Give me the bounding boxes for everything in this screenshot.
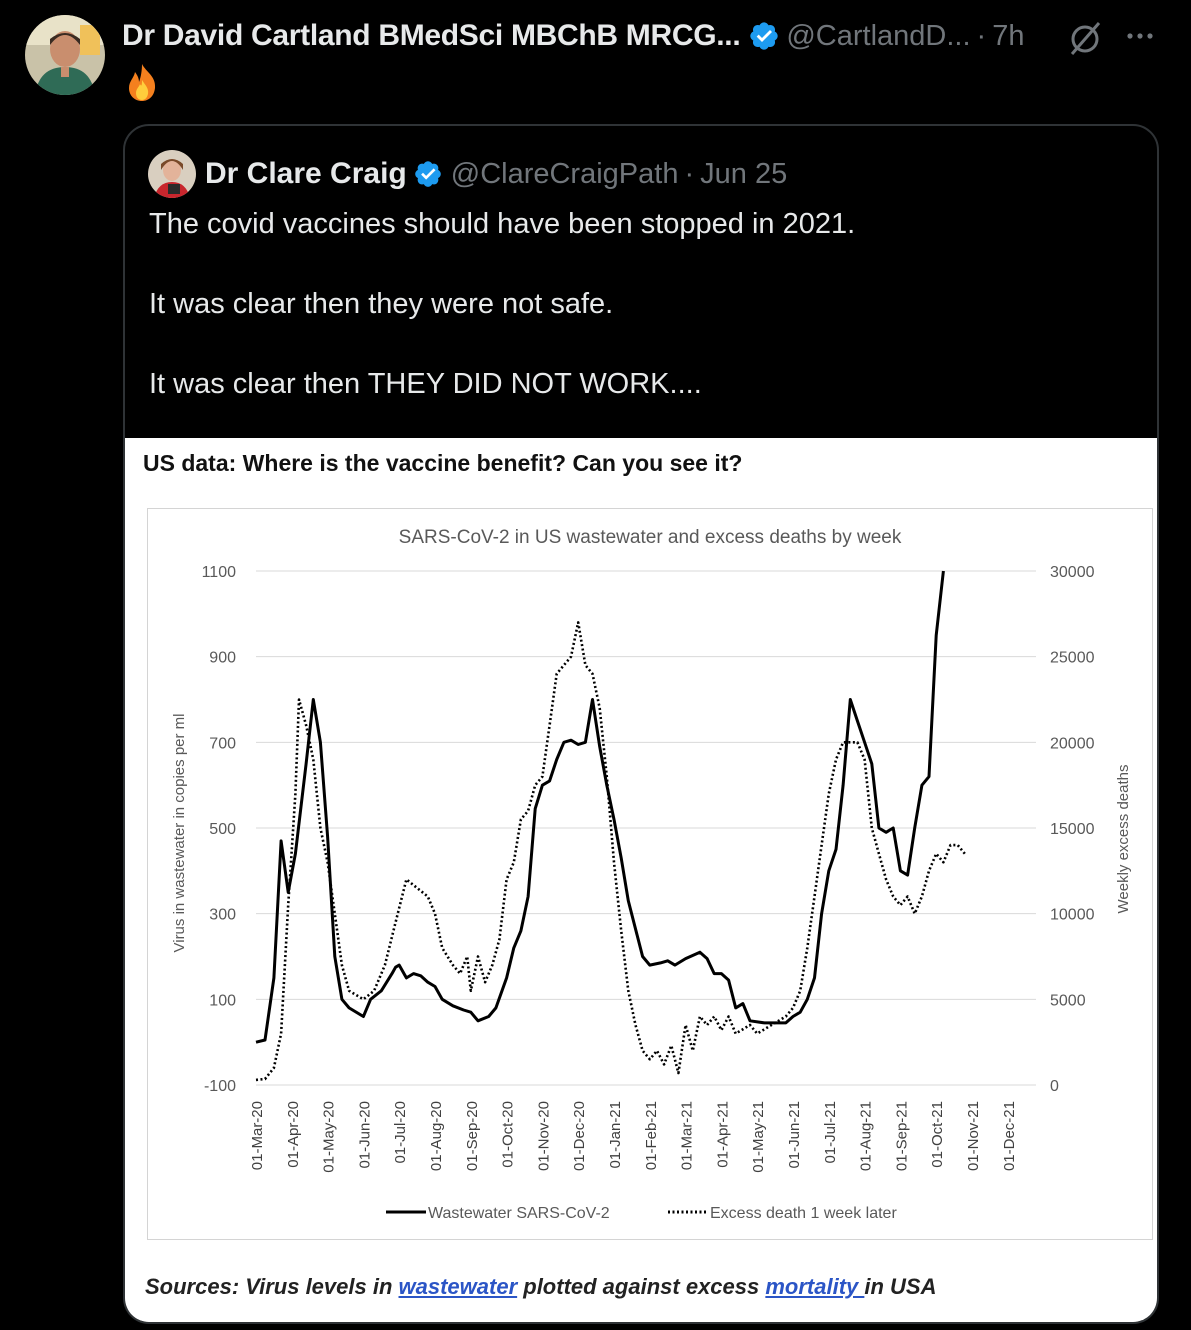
x-tick-label: 01-Aug-21 [858,1101,875,1171]
x-tick-label: 01-Mar-20 [249,1101,266,1170]
y-tick-label: -100 [204,1078,236,1095]
y-tick-label: 100 [209,992,236,1009]
y2-tick-label: 5000 [1050,992,1086,1009]
separator: · [976,19,987,52]
more-options-icon[interactable] [1122,20,1158,50]
quoted-author-avatar[interactable] [148,150,196,198]
avatar-photo [148,150,196,198]
y2-tick-label: 15000 [1050,821,1095,838]
image-sources: Sources: Virus levels in wastewater plot… [145,1274,937,1300]
author-avatar[interactable] [25,15,105,95]
y-tick-label: 900 [209,650,236,667]
sources-prefix: Sources: Virus levels in [145,1274,399,1299]
chart: SARS-CoV-2 in US wastewater and excess d… [147,508,1153,1240]
y-tick-label: 700 [209,735,236,752]
x-tick-label: 01-Apr-21 [714,1101,731,1168]
x-tick-label: 01-Jun-20 [356,1101,373,1169]
x-tick-label: 01-Dec-20 [571,1101,588,1171]
verified-badge-icon [413,159,443,189]
verified-badge-icon [748,20,780,52]
author-handle[interactable]: @CartlandD... [786,19,971,52]
timestamp[interactable]: 7h [992,19,1025,52]
wastewater-line [255,570,945,1044]
chart-legend: Wastewater SARS-CoV-2 Excess death 1 wee… [386,1205,897,1222]
image-heading: US data: Where is the vaccine benefit? C… [143,450,743,476]
quoted-date[interactable]: Jun 25 [700,157,788,190]
x-tick-label: 01-Aug-20 [428,1101,445,1171]
x-tick-label: 01-Oct-20 [500,1101,517,1168]
quoted-author-name[interactable]: Dr Clare Craig [205,157,407,190]
x-tick-label: 01-Sep-20 [464,1101,481,1171]
x-tick-label: 01-Oct-21 [929,1101,946,1168]
x-tick-label: 01-Jan-21 [607,1101,624,1169]
author-name[interactable]: Dr David Cartland BMedSci MBChB MRCG... [122,19,741,52]
x-tick-label: 01-Apr-20 [285,1101,302,1168]
y2-tick-label: 30000 [1050,564,1095,581]
legend-series-1: Wastewater SARS-CoV-2 [428,1205,610,1222]
x-tick-label: 01-Jun-21 [786,1101,803,1169]
tweet-header: Dr David Cartland BMedSci MBChB MRCG... … [122,16,1171,56]
x-tick-label: 01-Mar-21 [679,1101,696,1170]
x-tick-label: 01-Jul-20 [392,1101,409,1164]
quoted-line: It was clear then THEY DID NOT WORK.... [149,368,702,400]
grok-icon[interactable] [1066,20,1104,58]
quoted-tweet[interactable]: Dr Clare Craig @ClareCraigPath · Jun 25 … [123,124,1159,1324]
x-tick-label: 01-May-20 [321,1101,338,1173]
sources-suffix: in USA [864,1274,937,1299]
mortality-link: mortality [765,1274,865,1299]
x-tick-label: 01-Nov-21 [965,1101,982,1171]
x-tick-label: 01-Sep-21 [893,1101,910,1171]
fire-icon [129,64,156,101]
y-tick-label: 1100 [202,564,237,581]
quoted-header: Dr Clare Craig @ClareCraigPath · Jun 25 [205,154,787,194]
chart-series [255,570,966,1082]
x-tick-label: 01-May-21 [750,1101,767,1173]
y2-axis-label: Weekly excess deaths [1115,765,1132,914]
y2-tick-label: 20000 [1050,735,1095,752]
quoted-line: The covid vaccines should have been stop… [149,208,856,240]
y2-tick-label: 0 [1050,1078,1059,1095]
quoted-line: It was clear then they were not safe. [149,288,614,320]
excess-death-line [255,621,966,1082]
y2-tick-label: 10000 [1050,907,1095,924]
quoted-author-handle[interactable]: @ClareCraigPath [450,157,679,190]
separator: · [684,157,695,190]
x-tick-label: 01-Feb-21 [643,1101,660,1170]
chart-svg: SARS-CoV-2 in US wastewater and excess d… [171,527,1132,1222]
chart-grid [256,570,1036,1086]
chart-title: SARS-CoV-2 in US wastewater and excess d… [399,527,902,548]
y-tick-label: 300 [209,907,236,924]
fire-emoji [122,62,162,102]
y2-tick-label: 25000 [1050,650,1095,667]
y-axis-label: Virus in wastewater in copies per ml [171,714,188,953]
y2-axis-ticks: 30000 25000 20000 15000 10000 5000 0 [1050,564,1095,1095]
attached-image[interactable]: US data: Where is the vaccine benefit? C… [125,438,1157,1322]
sources-middle: plotted against excess [517,1274,766,1299]
wastewater-link: wastewater [398,1274,518,1299]
x-tick-label: 01-Jul-21 [822,1101,839,1164]
x-axis-ticks: 01-Mar-20 01-Apr-20 01-May-20 01-Jun-20 01-J… [249,1101,1018,1173]
y-tick-label: 500 [209,821,236,838]
y-axis-ticks: 1100 900 700 500 300 100 -100 [202,564,237,1095]
x-tick-label: 01-Nov-20 [535,1101,552,1171]
legend-series-2: Excess death 1 week later [710,1205,897,1222]
avatar-photo [25,15,105,95]
x-tick-label: 01-Dec-21 [1001,1101,1018,1171]
